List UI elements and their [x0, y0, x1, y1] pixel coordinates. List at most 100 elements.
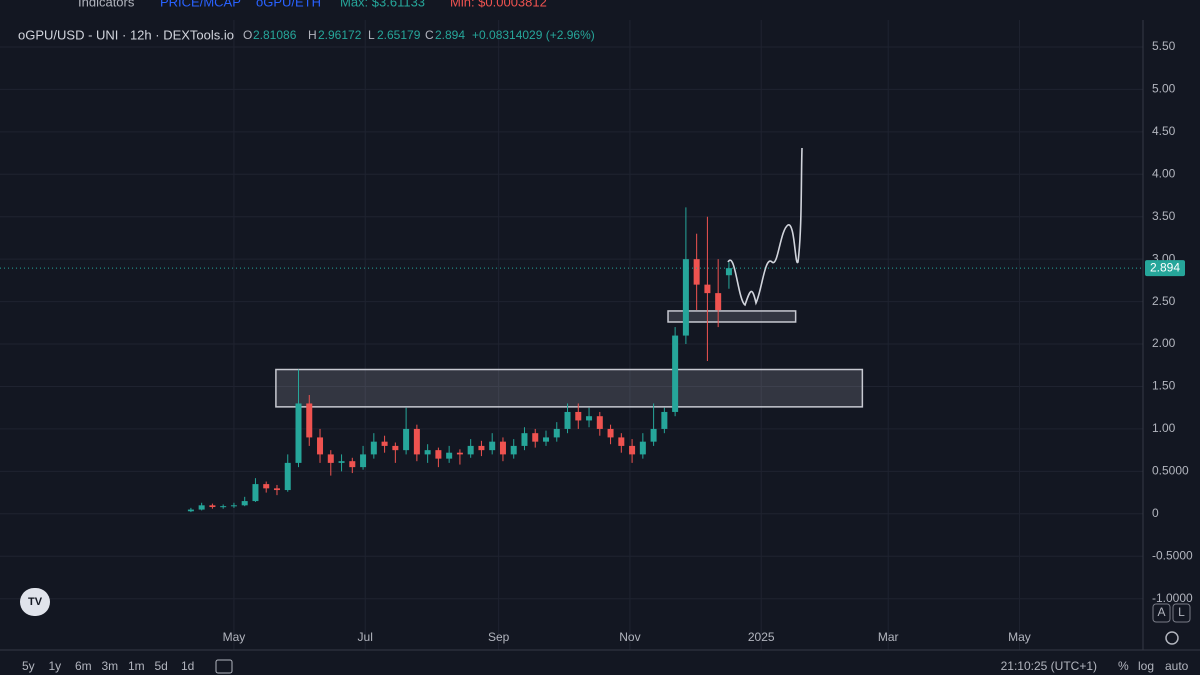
candle-body: [220, 506, 227, 508]
range-button[interactable]: 5d: [155, 659, 168, 673]
candle-body: [381, 441, 388, 446]
range-button[interactable]: 3m: [102, 659, 119, 673]
candle-body: [306, 403, 313, 438]
x-tick-label: May: [223, 630, 246, 644]
percent-toggle[interactable]: %: [1118, 659, 1129, 673]
candle-body: [456, 452, 463, 455]
last-price-tag: [1145, 260, 1185, 277]
range-buttons: 5y 1y 6m 3m 1m 5d 1d: [22, 659, 194, 673]
candle-body: [198, 505, 205, 510]
auto-toggle[interactable]: auto: [1165, 659, 1189, 673]
y-tick-label: 5.00: [1152, 82, 1176, 96]
min-label: Min: $0.0003812: [450, 0, 547, 9]
y-tick-label: 2.00: [1152, 336, 1176, 350]
y-tick-label: 0: [1152, 506, 1159, 520]
candle-body: [618, 437, 625, 446]
l-button-label[interactable]: L: [1178, 605, 1185, 619]
candle-body: [263, 484, 270, 489]
candle-body: [295, 403, 302, 463]
y-tick-label: 5.50: [1152, 39, 1176, 53]
candle-body: [650, 428, 657, 442]
candle-body: [284, 462, 291, 491]
candle-body: [360, 454, 367, 468]
candle-body: [424, 450, 431, 455]
indicators-button[interactable]: Indicators: [78, 0, 135, 9]
y-tick-label: 1.50: [1152, 379, 1176, 393]
legend-change: +0.08314029 (+2.96%): [472, 28, 595, 42]
candle-body: [553, 428, 560, 438]
candle-body: [575, 411, 582, 421]
legend-low: 2.65179: [377, 28, 421, 42]
candle-body: [446, 452, 453, 459]
candle-body: [607, 428, 614, 438]
candle-body: [489, 441, 496, 451]
candle-body: [317, 437, 324, 455]
pair-toggle[interactable]: oGPU/ETH: [256, 0, 321, 9]
legend-high: 2.96172: [318, 28, 362, 42]
candle-body: [532, 433, 539, 442]
candle-body: [682, 259, 689, 336]
candle-body: [241, 501, 248, 506]
candle-body: [338, 461, 345, 463]
range-button[interactable]: 1y: [49, 659, 62, 673]
log-toggle[interactable]: log: [1138, 659, 1154, 673]
y-tick-label: 3.50: [1152, 209, 1176, 223]
y-tick-label: -1.0000: [1152, 591, 1193, 605]
projection-sketch: [727, 147, 803, 307]
x-tick-label: Sep: [488, 630, 510, 644]
candles: [187, 207, 732, 513]
y-tick-label: 2.50: [1152, 294, 1176, 308]
y-tick-label: 4.50: [1152, 124, 1176, 138]
zone-box: [275, 368, 864, 408]
legend-close: 2.894: [435, 28, 465, 42]
range-button[interactable]: 5y: [22, 659, 35, 673]
zone-box: [667, 310, 797, 323]
candle-body: [564, 411, 571, 429]
clock: 21:10:25 (UTC+1): [1001, 659, 1097, 673]
x-tick-label: Jul: [358, 630, 373, 644]
last-price-label: 2.894: [1150, 260, 1180, 274]
legend-open: 2.81086: [253, 28, 297, 42]
candle-body: [661, 411, 668, 429]
log-scale-button[interactable]: [1172, 603, 1191, 623]
x-tick-label: 2025: [748, 630, 775, 644]
candle-body: [521, 433, 528, 446]
candle-body: [586, 416, 593, 421]
zones: [275, 310, 864, 408]
auto-scale-button[interactable]: [1152, 603, 1171, 623]
candle-body: [435, 450, 442, 459]
candle-body: [252, 484, 259, 502]
candle-body: [499, 441, 506, 455]
legend-h: H: [308, 28, 317, 42]
candle-body: [672, 335, 679, 412]
range-button[interactable]: 1d: [181, 659, 194, 673]
candle-body: [273, 488, 280, 491]
tv-logo[interactable]: [20, 588, 50, 616]
tv-logo-text: TV: [28, 596, 43, 608]
candle-body: [693, 259, 700, 285]
candle-body: [209, 505, 216, 508]
candle-body: [478, 445, 485, 451]
price-mcap-toggle[interactable]: PRICE/MCAP: [160, 0, 241, 9]
y-tick-label: 0.5000: [1152, 464, 1189, 478]
candle-body: [187, 509, 194, 512]
y-tick-label: 4.00: [1152, 166, 1176, 180]
candle-body: [467, 445, 474, 455]
calendar-icon[interactable]: [215, 659, 233, 674]
a-button-label[interactable]: A: [1157, 605, 1165, 619]
candle-body: [413, 428, 420, 455]
range-button[interactable]: 1m: [128, 659, 145, 673]
settings-icon[interactable]: [1165, 631, 1179, 645]
x-tick-label: May: [1008, 630, 1031, 644]
x-tick-label: Nov: [619, 630, 640, 644]
chart-title: oGPU/USD - UNI · 12h · DEXTools.io: [18, 27, 234, 42]
candle-body: [715, 293, 722, 311]
range-button[interactable]: 6m: [75, 659, 92, 673]
grid: [0, 20, 1143, 650]
candle-body: [596, 416, 603, 429]
max-label: Max: $3.61133: [340, 0, 425, 9]
candle-body: [542, 437, 549, 442]
candle-body: [629, 445, 636, 455]
